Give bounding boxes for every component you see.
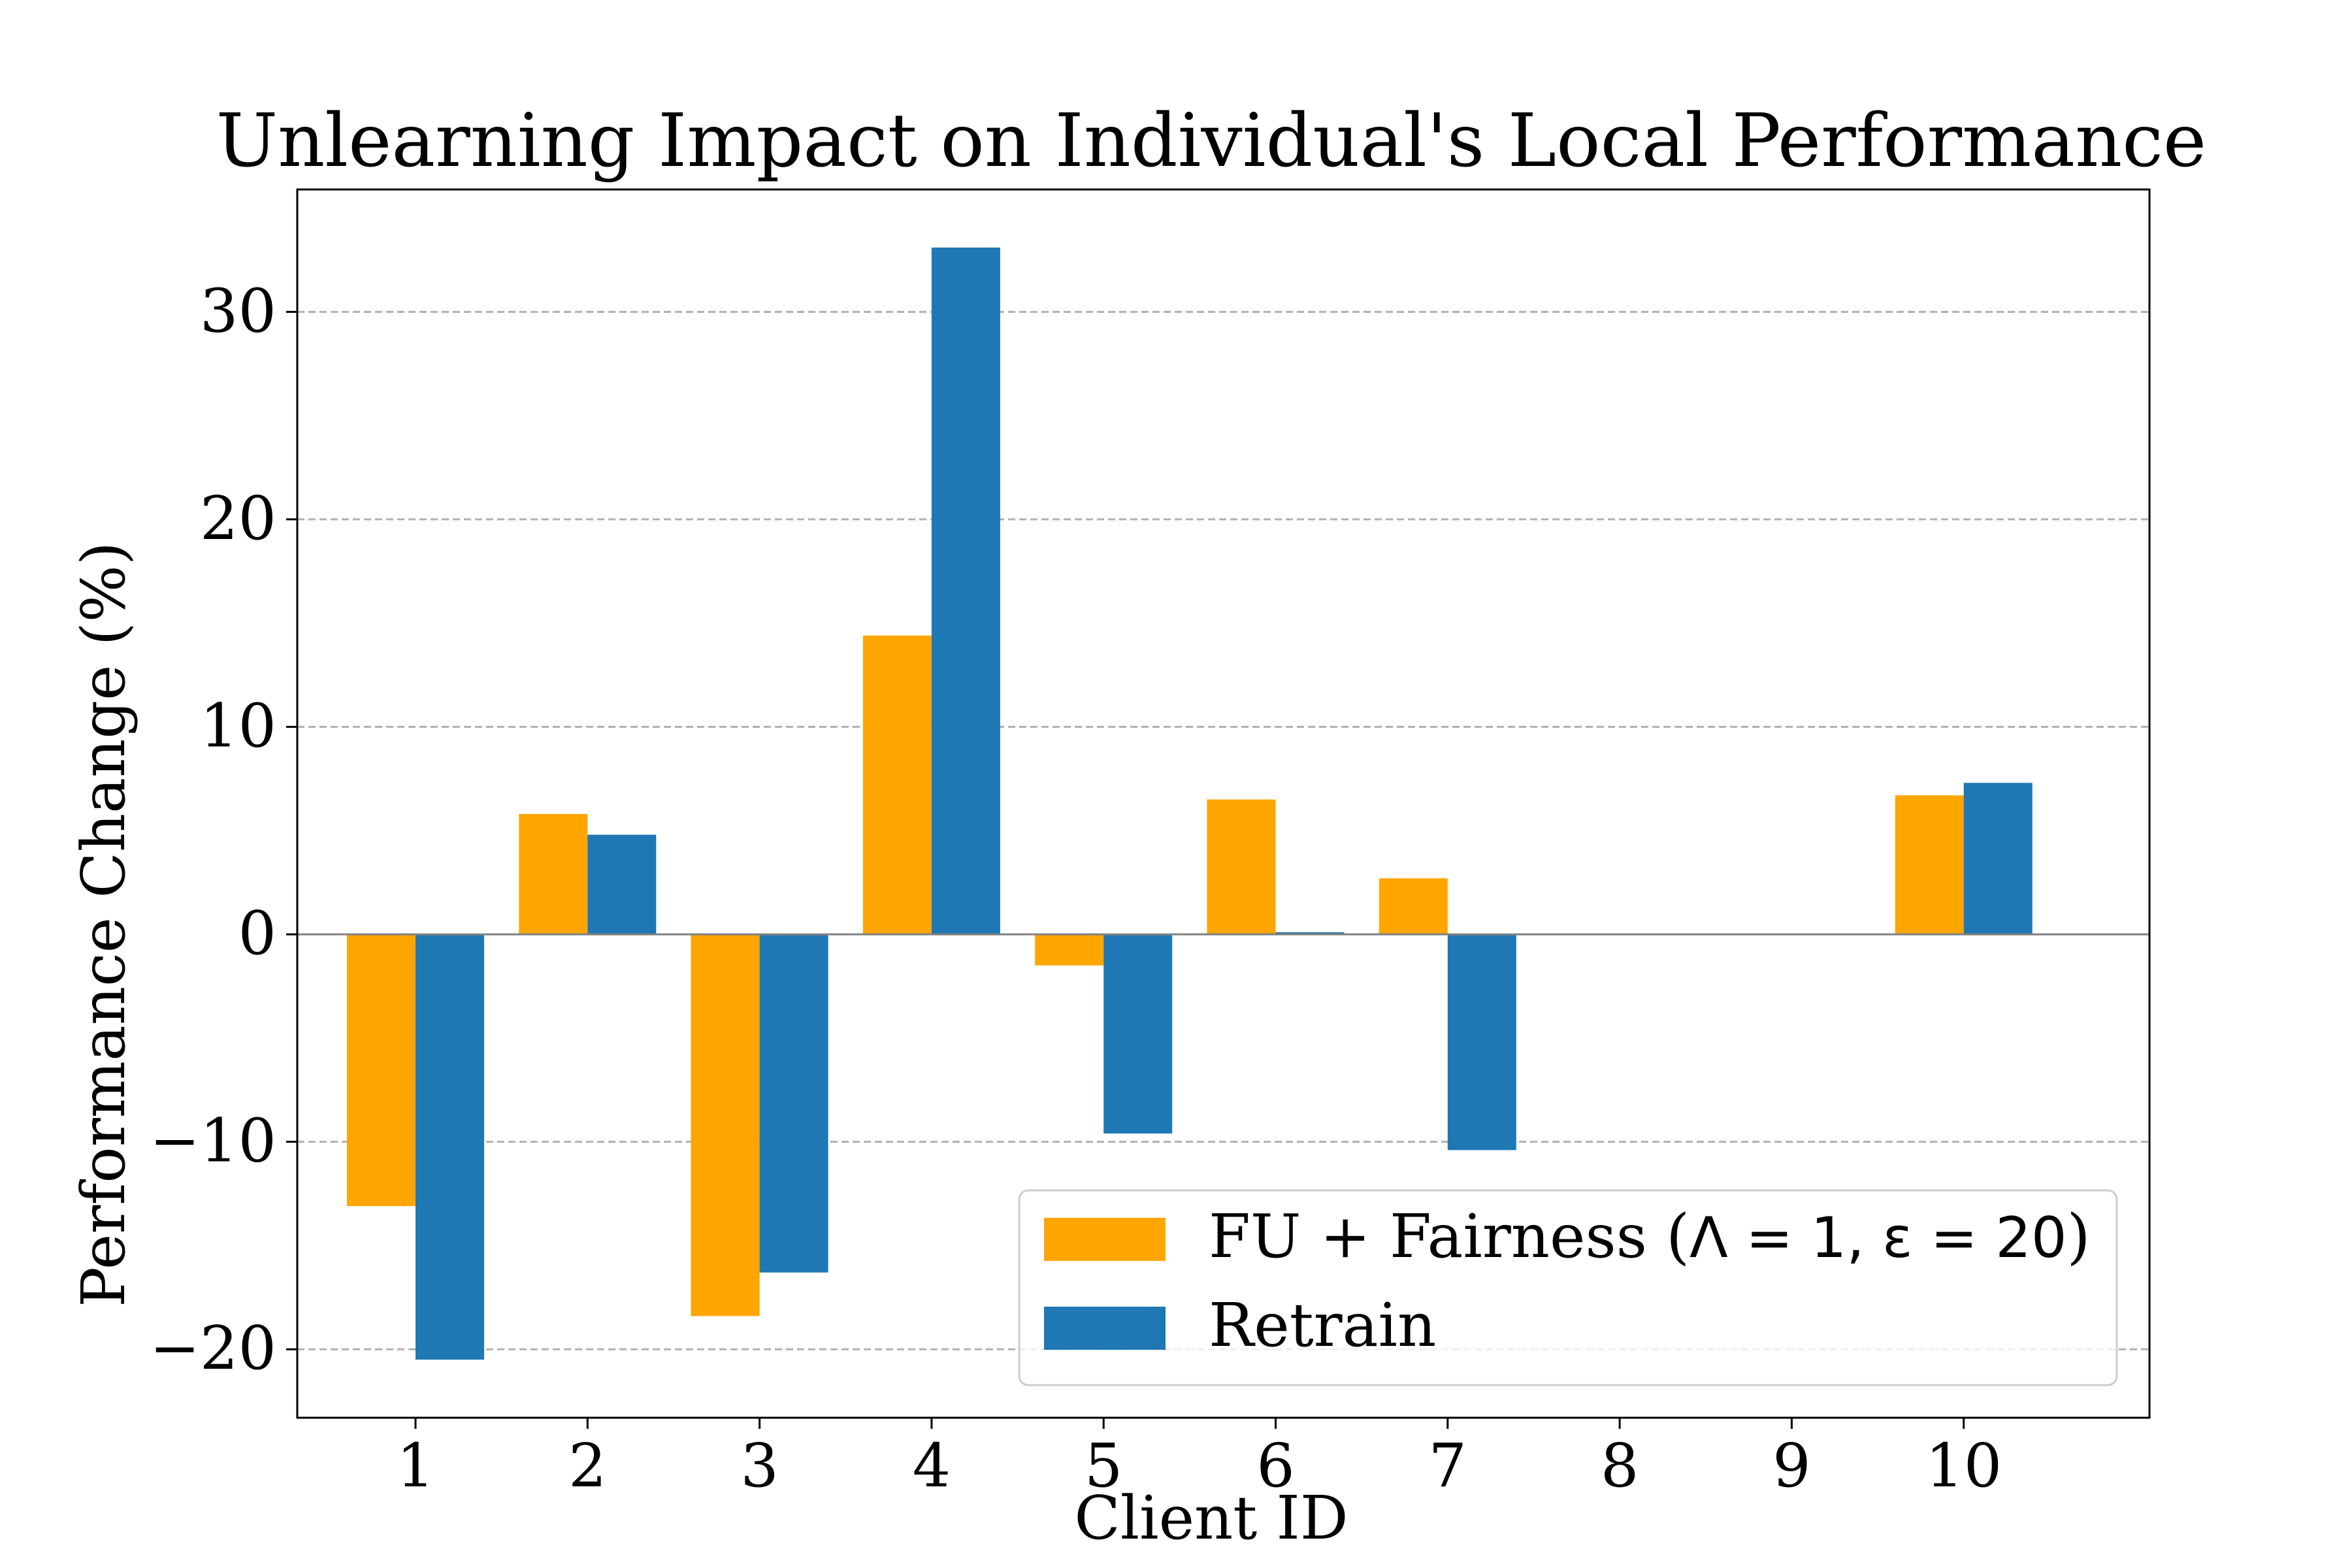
bar-fu-fairness (1379, 878, 1448, 935)
x-tick-label: 5 (1085, 1431, 1123, 1501)
legend-swatch (1044, 1307, 1166, 1350)
x-axis-label: Client ID (1074, 1483, 1348, 1553)
axis-layer: −20 −10 0 10 20 30 1 2 3 4 5 6 7 8 9 10 (150, 188, 2151, 1501)
y-tick-label: −20 (150, 1313, 276, 1383)
y-tick-label: −10 (150, 1106, 276, 1176)
bar-retrain (1275, 932, 1345, 935)
bar-retrain (1963, 783, 2033, 935)
bar-retrain (587, 834, 657, 935)
bar-retrain (1447, 934, 1516, 1151)
x-tick-label: 6 (1256, 1431, 1295, 1501)
bar-fu-fairness (1035, 934, 1104, 966)
legend-label: Retrain (1209, 1290, 1436, 1360)
y-axis-label: Performance Change (%) (69, 542, 139, 1307)
bar-fu-fairness (1207, 799, 1276, 935)
legend-label: FU + Fairness (Λ = 1, ε = 20) (1209, 1201, 2091, 1271)
y-tick-label: 20 (200, 483, 276, 553)
bar-retrain (931, 247, 1000, 935)
bar-fu-fairness (1895, 795, 1964, 935)
x-tick-label: 3 (740, 1431, 779, 1501)
chart-title: Unlearning Impact on Individual's Local … (216, 99, 2206, 184)
bar-layer (347, 247, 2033, 1360)
plot-frame (296, 188, 2151, 1419)
y-tick-label: 30 (200, 276, 276, 346)
y-tick-label: 10 (200, 691, 276, 761)
bar-retrain (1103, 934, 1173, 1134)
legend-swatch (1044, 1218, 1166, 1261)
legend: FU + Fairness (Λ = 1, ε = 20) Retrain (1018, 1189, 2118, 1386)
bar-fu-fairness (862, 635, 932, 935)
bar-retrain (416, 934, 484, 1360)
x-tick-label: 7 (1429, 1431, 1467, 1501)
bar-fu-fairness (691, 934, 760, 1316)
legend-box (1018, 1189, 2118, 1386)
x-tick-label: 9 (1772, 1431, 1811, 1501)
x-tick-label: 2 (568, 1431, 607, 1501)
x-tick-label: 8 (1601, 1431, 1639, 1501)
x-tick-label: 10 (1925, 1431, 2002, 1501)
y-tick-label: 0 (238, 898, 276, 968)
bar-fu-fairness (519, 813, 588, 935)
bar-retrain (759, 934, 828, 1273)
x-tick-label: 1 (397, 1431, 435, 1501)
x-tick-label: 4 (913, 1431, 951, 1501)
bar-fu-fairness (347, 934, 416, 1207)
